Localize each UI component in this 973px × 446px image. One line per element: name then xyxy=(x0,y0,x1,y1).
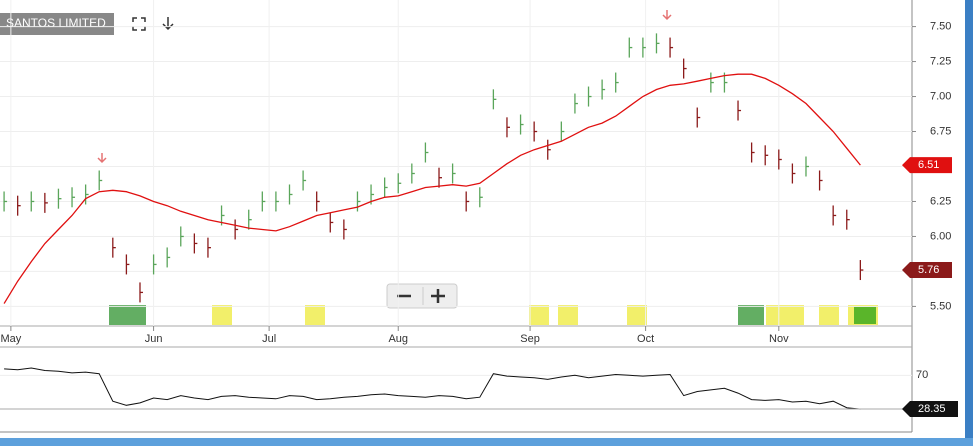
x-tick-label: Jul xyxy=(262,333,276,345)
fullscreen-icon[interactable] xyxy=(132,17,146,31)
indicator-last-label: 28.35 xyxy=(918,403,946,415)
y-tick-label: 6.75 xyxy=(930,125,951,137)
x-tick-label: May xyxy=(0,333,21,345)
x-tick-label: Oct xyxy=(637,333,654,345)
event-marker[interactable] xyxy=(854,307,876,324)
window-edge xyxy=(965,0,973,446)
y-tick-label: 6.00 xyxy=(930,230,951,242)
zoom-box xyxy=(386,283,458,309)
indicator-line xyxy=(4,367,861,410)
event-marker[interactable] xyxy=(109,305,146,325)
event-marker[interactable] xyxy=(305,305,325,325)
event-marker[interactable] xyxy=(738,305,764,325)
last-value-label: 5.76 xyxy=(918,264,939,276)
x-tick-label: Jun xyxy=(145,333,163,345)
chart-title: SANTOS LIMITED xyxy=(6,16,106,30)
fullscreen-button[interactable] xyxy=(132,17,146,31)
x-tick-label: Nov xyxy=(769,333,789,345)
event-marker[interactable] xyxy=(212,305,232,325)
event-markers xyxy=(109,305,878,325)
last-value-label: 6.51 xyxy=(918,159,939,171)
zoom-control xyxy=(386,283,458,309)
x-tick-label: Aug xyxy=(388,333,408,345)
indicator-tick-label: 70 xyxy=(916,369,928,381)
indicator-tag xyxy=(902,401,958,418)
peak-arrow xyxy=(662,10,672,21)
event-marker[interactable] xyxy=(529,305,549,325)
last-value-tag xyxy=(902,262,952,279)
window-bottom xyxy=(0,438,973,446)
peak-arrow xyxy=(97,153,107,164)
title-box xyxy=(0,13,114,35)
last-value-tag xyxy=(902,157,952,174)
y-tick-label: 7.25 xyxy=(930,55,951,67)
y-tick-label: 5.50 xyxy=(930,300,951,312)
zoom-in[interactable] xyxy=(431,289,445,303)
event-marker[interactable] xyxy=(627,305,647,325)
y-tick-label: 7.00 xyxy=(930,90,951,102)
event-marker[interactable] xyxy=(558,305,578,325)
event-marker[interactable] xyxy=(766,305,804,325)
moving-average xyxy=(3,73,861,304)
event-marker[interactable] xyxy=(819,305,839,325)
y-tick-label: 7.50 xyxy=(930,20,951,32)
x-tick-label: Sep xyxy=(520,333,540,345)
y-tick-label: 6.25 xyxy=(930,195,951,207)
